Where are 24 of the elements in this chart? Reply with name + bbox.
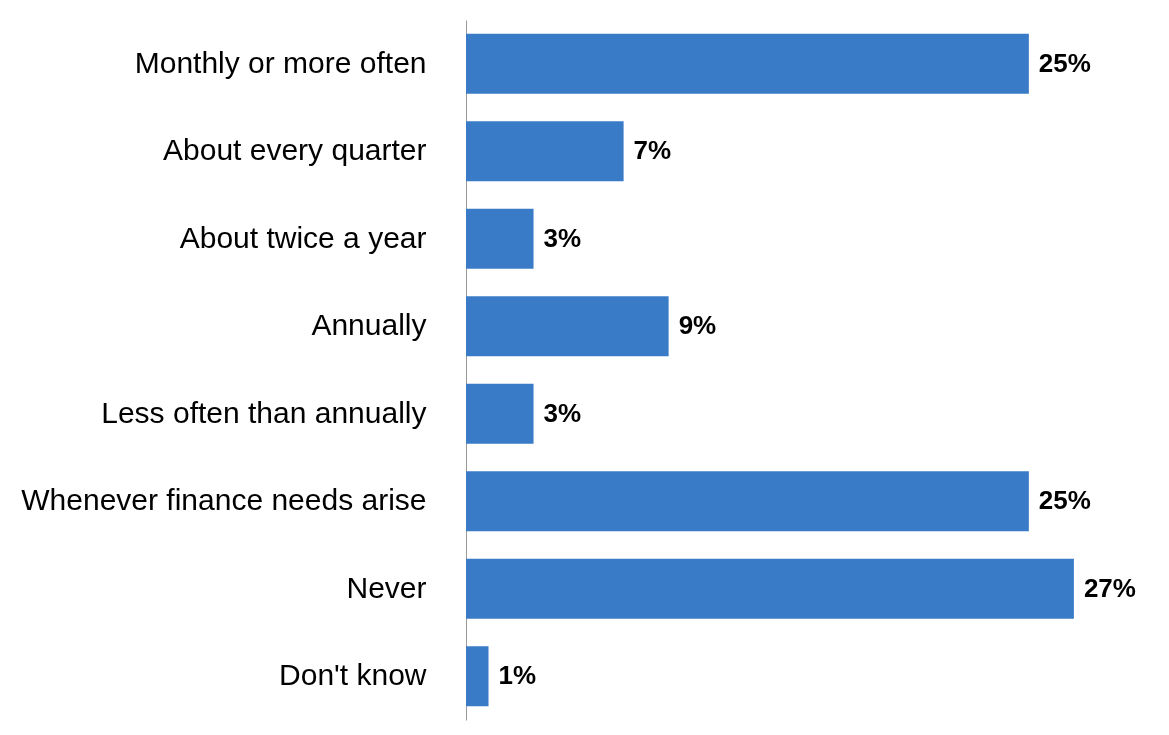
bar [466,121,624,182]
y-tick-label: About twice a year [179,220,427,254]
data-label: 1% [498,660,537,691]
y-tick-label: About every quarter [163,133,427,167]
data-label: 9% [678,310,717,341]
y-tick-label: Monthly or more often [134,45,427,79]
data-label: 25% [1038,47,1091,78]
data-label: 27% [1083,572,1136,603]
data-label: 3% [543,222,582,253]
data-label: 3% [543,397,582,428]
data-label: 25% [1038,485,1091,516]
bar [466,296,669,357]
bar [466,383,534,444]
data-label: 7% [633,135,672,166]
y-tick-label: Whenever finance needs arise [21,483,427,517]
bar [466,471,1029,532]
y-tick-label: Never [346,570,427,604]
bar [466,646,489,707]
bar [466,558,1074,619]
y-tick-label: Don't know [279,658,427,692]
y-tick-label: Less often than annually [101,395,427,429]
bar [466,208,534,269]
y-tick-label: Annually [311,308,427,342]
bar [466,33,1029,94]
